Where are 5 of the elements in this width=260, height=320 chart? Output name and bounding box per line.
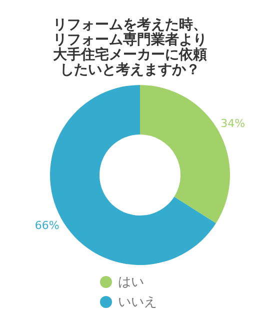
legend-label: はい xyxy=(118,274,144,291)
legend-label: いいえ xyxy=(118,294,157,311)
chart-title: リフォームを考えた時、リフォーム専門業者より大手住宅メーカーに依頼したいと考えますか？ xyxy=(52,17,208,80)
data-label: 34% xyxy=(220,116,246,130)
data-label: 66% xyxy=(34,218,60,232)
